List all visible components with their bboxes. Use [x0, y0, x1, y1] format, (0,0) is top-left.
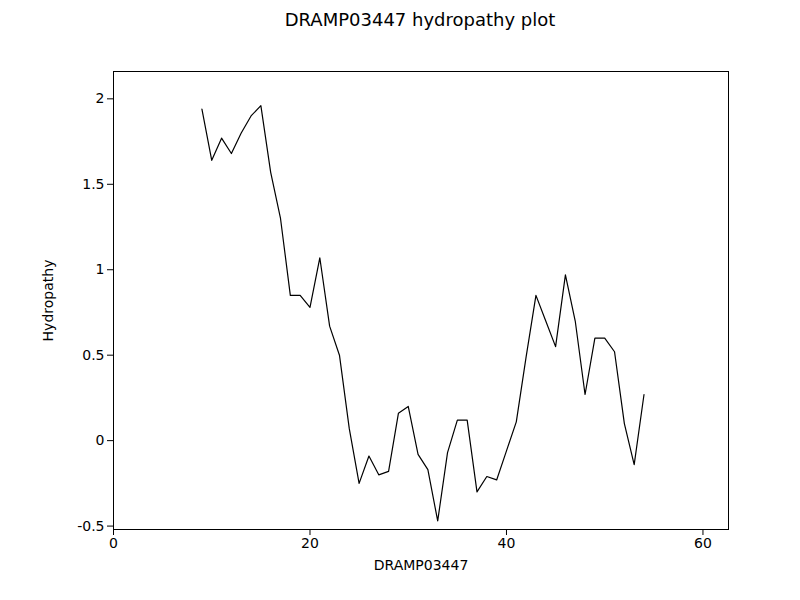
svg-text:0.5: 0.5: [82, 347, 104, 363]
svg-text:1: 1: [96, 261, 105, 277]
svg-text:1.5: 1.5: [82, 176, 104, 192]
svg-text:-0.5: -0.5: [77, 518, 104, 534]
html-text:DRAMP03447 hydropathy plot: DRAMP03447 hydropathy plot: [284, 9, 556, 30]
svg-text:0: 0: [96, 432, 105, 448]
svg-text:60: 60: [694, 535, 712, 551]
svg-text:DRAMP03447: DRAMP03447: [374, 557, 469, 573]
svg-text:20: 20: [301, 535, 319, 551]
svg-text:40: 40: [498, 535, 516, 551]
svg-text:2: 2: [96, 90, 105, 106]
svg-text:Hydropathy: Hydropathy: [40, 260, 56, 342]
svg-text:0: 0: [109, 535, 118, 551]
